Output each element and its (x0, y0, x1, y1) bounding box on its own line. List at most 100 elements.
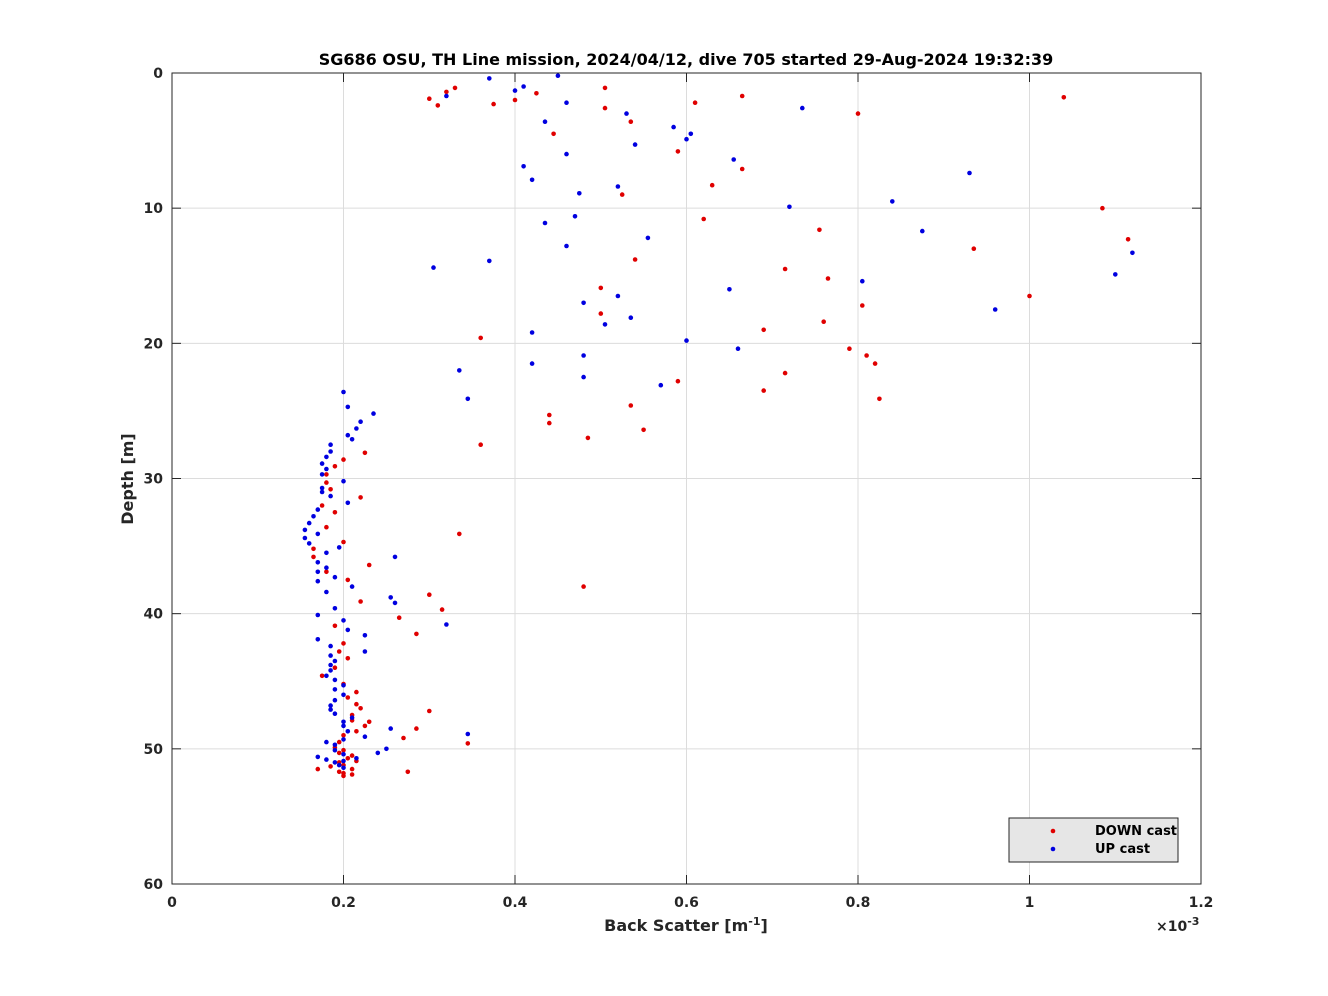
down-cast-point (336, 739, 342, 745)
down-cast-point (641, 427, 646, 433)
down-cast-point (341, 773, 346, 779)
up-cast-point (332, 742, 338, 748)
down-cast-point (332, 665, 338, 670)
x-axis-exponent: ×10-3 (1156, 915, 1199, 935)
up-cast-point (787, 204, 792, 210)
down-cast-point (860, 303, 865, 308)
down-cast-point (1061, 95, 1067, 100)
down-cast-point (551, 131, 556, 137)
down-cast-point (345, 695, 351, 700)
up-cast-point (332, 747, 338, 753)
up-cast-point (328, 449, 333, 454)
up-cast-point (315, 637, 321, 642)
up-cast-point (920, 228, 925, 234)
up-cast-point (341, 737, 346, 742)
up-cast-point (332, 711, 338, 716)
up-cast-point (302, 535, 308, 541)
up-cast-point (349, 437, 355, 442)
up-cast-point (632, 142, 638, 147)
down-cast-point (709, 182, 715, 188)
up-cast-point (341, 389, 346, 395)
down-cast-point (332, 464, 338, 469)
up-cast-point (315, 754, 321, 760)
up-cast-point (332, 574, 338, 580)
up-cast-point (735, 346, 741, 352)
up-cast-point (800, 105, 805, 111)
up-cast-point (465, 396, 471, 402)
up-cast-point (341, 719, 346, 725)
up-cast-point (328, 668, 333, 673)
down-cast-point (336, 769, 342, 775)
down-cast-point (971, 246, 977, 251)
up-cast-point (529, 330, 535, 335)
up-cast-point (302, 527, 308, 533)
down-cast-point (821, 319, 826, 325)
down-cast-point (534, 91, 539, 96)
down-cast-point (581, 584, 586, 589)
up-cast-point (457, 368, 462, 373)
up-cast-point (577, 191, 582, 196)
up-cast-point (572, 214, 578, 219)
up-cast-point (315, 507, 321, 512)
up-cast-point (319, 472, 325, 477)
down-cast-point (547, 412, 552, 418)
up-cast-point (328, 707, 333, 712)
up-cast-point (444, 622, 449, 627)
down-cast-point (855, 111, 861, 116)
down-cast-point (366, 719, 372, 725)
up-cast-point (324, 454, 329, 460)
up-cast-point (362, 734, 368, 739)
down-cast-point (358, 599, 363, 604)
down-cast-point (701, 216, 706, 222)
up-cast-point (332, 677, 338, 683)
up-cast-point (324, 466, 329, 472)
up-cast-point (388, 595, 394, 600)
up-cast-point (465, 731, 471, 737)
down-cast-point (358, 495, 363, 500)
tick-labels: 0 0.2 0.4 0.6 0.8 1 1.2 0 10 20 30 40 50 60 (144, 66, 1214, 911)
up-cast-point (542, 119, 548, 124)
x-tick-label: 1 (1025, 895, 1035, 911)
legend-label-down: DOWN cast (1095, 824, 1177, 839)
down-cast-point (782, 370, 788, 376)
down-cast-point (324, 480, 329, 485)
up-cast-point (684, 136, 689, 142)
up-cast-point (306, 541, 312, 546)
up-cast-point (542, 220, 548, 226)
up-cast-point (529, 361, 535, 366)
up-cast-point (324, 739, 329, 745)
down-cast-point (675, 149, 681, 154)
up-cast-point (529, 177, 535, 183)
down-cast-point (354, 689, 359, 695)
up-cast-point (315, 560, 321, 565)
up-cast-point (345, 729, 351, 734)
up-cast-point (1113, 272, 1118, 277)
up-cast-point (332, 697, 338, 703)
down-cast-point (847, 346, 852, 352)
up-cast-point (341, 758, 346, 764)
up-cast-point (967, 170, 972, 176)
down-cast-point (598, 285, 604, 291)
up-cast-point (727, 287, 732, 292)
up-cast-point (324, 550, 329, 556)
up-cast-point (658, 382, 664, 388)
down-cast-point (311, 554, 316, 560)
down-cast-point (585, 435, 591, 441)
up-cast-point (328, 493, 333, 499)
down-cast-point (602, 105, 608, 111)
down-cast-point (427, 592, 432, 597)
up-cast-point (521, 84, 526, 89)
down-cast-point (354, 729, 359, 734)
up-cast-point (521, 164, 526, 169)
x-tick-label: 0.8 (846, 895, 871, 911)
up-cast-point (354, 756, 359, 761)
down-cast-point (1027, 293, 1032, 299)
up-cast-point (371, 411, 376, 416)
down-cast-point (349, 753, 355, 758)
y-tick-label: 50 (144, 742, 164, 758)
chart-title: SG686 OSU, TH Line mission, 2024/04/12, … (319, 50, 1053, 69)
down-cast-point (345, 577, 351, 583)
down-cast-point (877, 396, 882, 402)
y-tick-label: 60 (144, 877, 164, 893)
up-cast-point (487, 76, 492, 81)
